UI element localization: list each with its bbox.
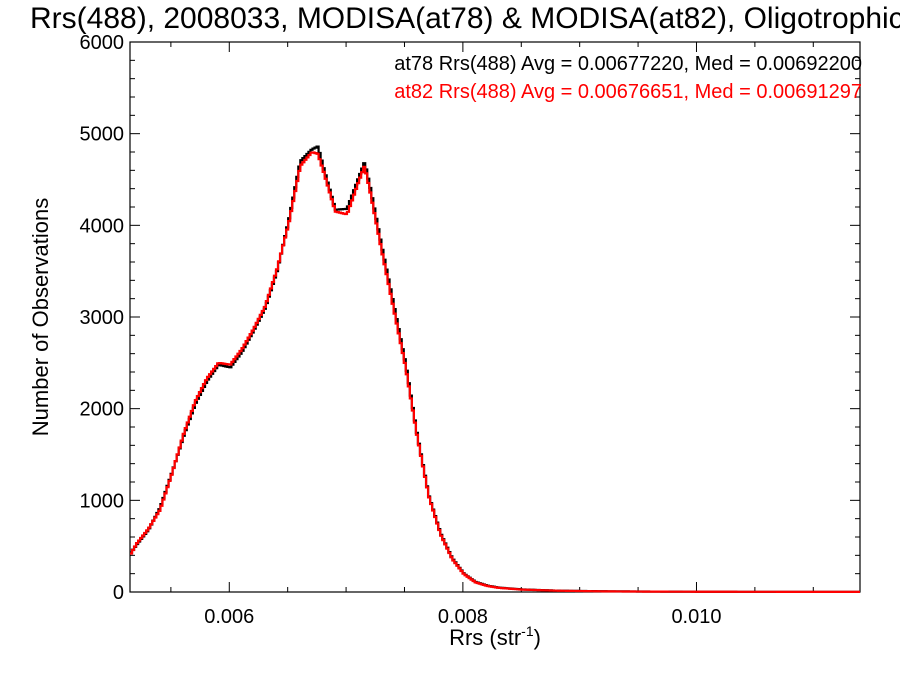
plot-frame: [129, 41, 861, 593]
y-tick-label: 5000: [80, 124, 125, 146]
x-axis-label-sup: -1: [521, 623, 534, 639]
x-axis-ticks: 0.006 0.008 0.010: [170, 42, 814, 628]
series-layer: [130, 145, 860, 594]
y-tick-label: 0: [113, 582, 124, 604]
annotation-at78: at78 Rrs(488) Avg = 0.00677220, Med = 0.…: [394, 53, 862, 75]
annotation-at82: at82 Rrs(488) Avg = 0.00676651, Med = 0.…: [394, 81, 862, 103]
y-axis-ticks: 0 1000 2000 3000 4000 5000 6000: [80, 32, 860, 604]
y-tick-label: 1000: [80, 490, 125, 512]
series-line-at82: [130, 151, 860, 594]
y-tick-label: 2000: [80, 399, 125, 421]
chart-title: Rrs(488), 2008033, MODISA(at78) & MODISA…: [30, 2, 900, 35]
x-axis-label-main: Rrs (str: [449, 625, 521, 650]
y-tick-label: 6000: [80, 32, 125, 54]
x-axis-label-close: ): [534, 625, 541, 650]
x-tick-label: 0.006: [204, 606, 254, 628]
y-tick-label: 3000: [80, 307, 125, 329]
y-tick-label: 4000: [80, 215, 125, 237]
x-axis-label: Rrs (str-1): [449, 623, 541, 650]
series-line-at78: [130, 145, 860, 594]
x-tick-label: 0.010: [671, 606, 721, 628]
x-tick-label: 0.008: [438, 606, 488, 628]
y-axis-label: Number of Observations: [28, 198, 53, 436]
